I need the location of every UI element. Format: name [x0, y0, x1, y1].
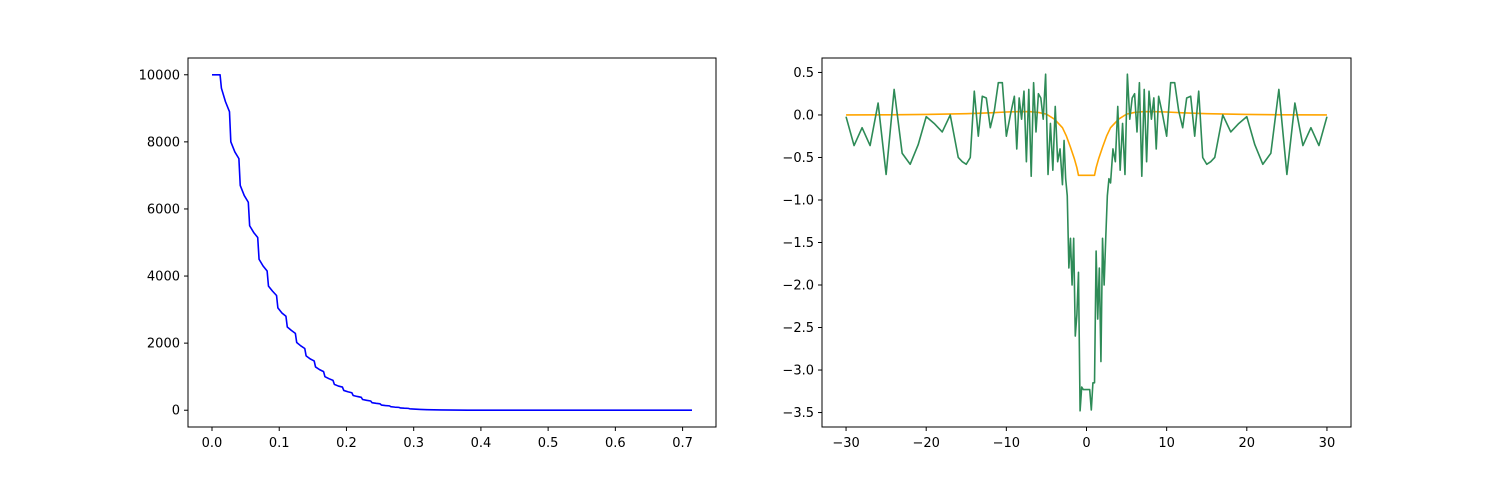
x-tick-label: 30	[1319, 436, 1336, 451]
right-axes: −30 −20 −10 0 10 20 30 0.5 0.0 −0.5 −1.0 −1.5 −2.0 −2…	[782, 57, 1352, 451]
x-tick-label: 10	[1158, 436, 1175, 451]
x-tick-label: 0.7	[672, 436, 693, 451]
y-tick-label: −2.5	[782, 321, 814, 336]
y-tick-label: 0	[172, 404, 180, 419]
y-tick-label: −2.0	[782, 279, 814, 294]
left-axes: 0.0 0.1 0.2 0.3 0.4 0.5 0.6 0.7 0 2000 4000 6000 800…	[139, 57, 717, 451]
y-tick-label: 10000	[139, 68, 180, 83]
y-tick-label: −3.5	[782, 406, 814, 421]
y-tick-label: 4000	[147, 270, 180, 285]
y-tick-label: 2000	[147, 337, 180, 352]
y-tick-label: −1.0	[782, 193, 814, 208]
y-tick-label: 0.5	[793, 66, 814, 81]
x-tick-label: 0.0	[202, 436, 223, 451]
x-tick-label: −10	[993, 436, 1020, 451]
y-tick-label: 0.0	[793, 108, 814, 123]
y-tick-label: −3.0	[782, 364, 814, 379]
y-tick-label: 6000	[147, 202, 180, 217]
x-tick-label: 0.6	[605, 436, 626, 451]
x-tick-label: 0	[1082, 436, 1090, 451]
x-tick-label: 0.5	[538, 436, 559, 451]
x-tick-label: −20	[912, 436, 939, 451]
y-tick-label: −1.5	[782, 236, 814, 251]
x-tick-label: 0.3	[403, 436, 424, 451]
series-line-0	[212, 73, 692, 412]
y-tick-label: −0.5	[782, 151, 814, 166]
x-tick-label: 0.2	[336, 436, 357, 451]
x-tick-label: −30	[832, 436, 859, 451]
x-tick-label: 0.4	[471, 436, 492, 451]
x-tick-label: 0.1	[269, 436, 290, 451]
y-tick-label: 8000	[147, 135, 180, 150]
x-tick-label: 20	[1239, 436, 1256, 451]
axes-frame	[187, 57, 717, 428]
series-line-1	[845, 73, 1328, 412]
